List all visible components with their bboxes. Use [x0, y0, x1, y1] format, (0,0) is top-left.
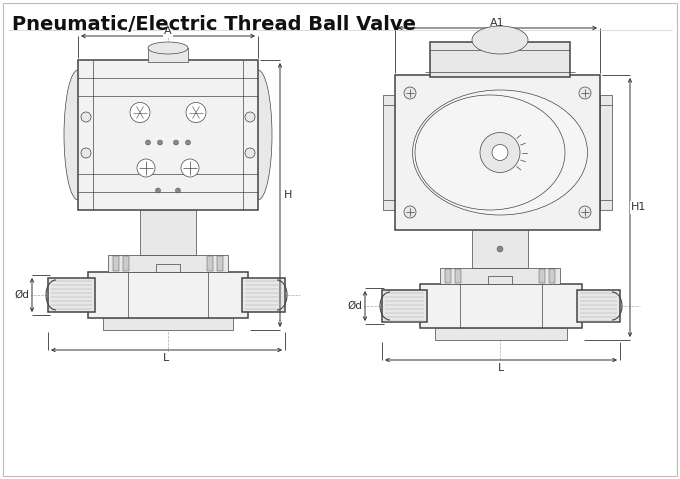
Ellipse shape: [148, 42, 188, 54]
Text: Ød: Ød: [347, 301, 362, 311]
Bar: [476, 33, 524, 40]
Text: H: H: [284, 190, 292, 200]
Bar: [113, 256, 119, 271]
Bar: [395, 75, 600, 230]
Bar: [430, 42, 570, 77]
Bar: [103, 318, 233, 330]
Circle shape: [137, 159, 155, 177]
Circle shape: [497, 246, 503, 252]
Circle shape: [181, 159, 199, 177]
Bar: [472, 230, 528, 268]
Circle shape: [404, 87, 416, 99]
Bar: [148, 48, 188, 62]
Bar: [48, 278, 95, 312]
Circle shape: [81, 112, 91, 122]
Circle shape: [81, 148, 91, 158]
Circle shape: [186, 140, 190, 145]
Bar: [445, 269, 451, 283]
Bar: [207, 256, 213, 271]
Bar: [88, 272, 248, 318]
Text: A: A: [164, 26, 172, 36]
Bar: [488, 276, 512, 284]
Circle shape: [579, 206, 591, 218]
Circle shape: [579, 87, 591, 99]
Text: A1: A1: [490, 18, 505, 28]
Circle shape: [480, 133, 520, 172]
Bar: [123, 256, 129, 271]
Ellipse shape: [244, 70, 272, 200]
Text: H1: H1: [631, 203, 647, 213]
Bar: [455, 269, 461, 283]
Circle shape: [245, 148, 255, 158]
Bar: [435, 328, 567, 340]
Text: L: L: [498, 363, 504, 373]
Text: Ød: Ød: [14, 290, 29, 300]
Bar: [140, 210, 196, 255]
Bar: [420, 284, 582, 328]
Text: Pneumatic/Electric Thread Ball Valve: Pneumatic/Electric Thread Ball Valve: [12, 15, 416, 34]
Circle shape: [158, 140, 163, 145]
Circle shape: [492, 145, 508, 160]
Ellipse shape: [64, 70, 92, 200]
Circle shape: [245, 112, 255, 122]
Bar: [217, 256, 223, 271]
Text: L: L: [163, 353, 169, 363]
Bar: [549, 269, 555, 283]
Bar: [600, 95, 612, 210]
Bar: [577, 290, 620, 322]
Circle shape: [173, 140, 178, 145]
Ellipse shape: [413, 90, 588, 215]
Bar: [382, 290, 427, 322]
Bar: [78, 60, 258, 210]
Circle shape: [130, 103, 150, 123]
Bar: [539, 269, 545, 283]
Circle shape: [146, 140, 150, 145]
Circle shape: [175, 188, 180, 193]
Circle shape: [156, 188, 160, 193]
Circle shape: [186, 103, 206, 123]
Bar: [383, 95, 395, 210]
Ellipse shape: [472, 26, 528, 54]
Bar: [108, 255, 228, 272]
Bar: [440, 268, 560, 284]
Circle shape: [404, 206, 416, 218]
Bar: [242, 278, 285, 312]
Bar: [156, 264, 180, 272]
